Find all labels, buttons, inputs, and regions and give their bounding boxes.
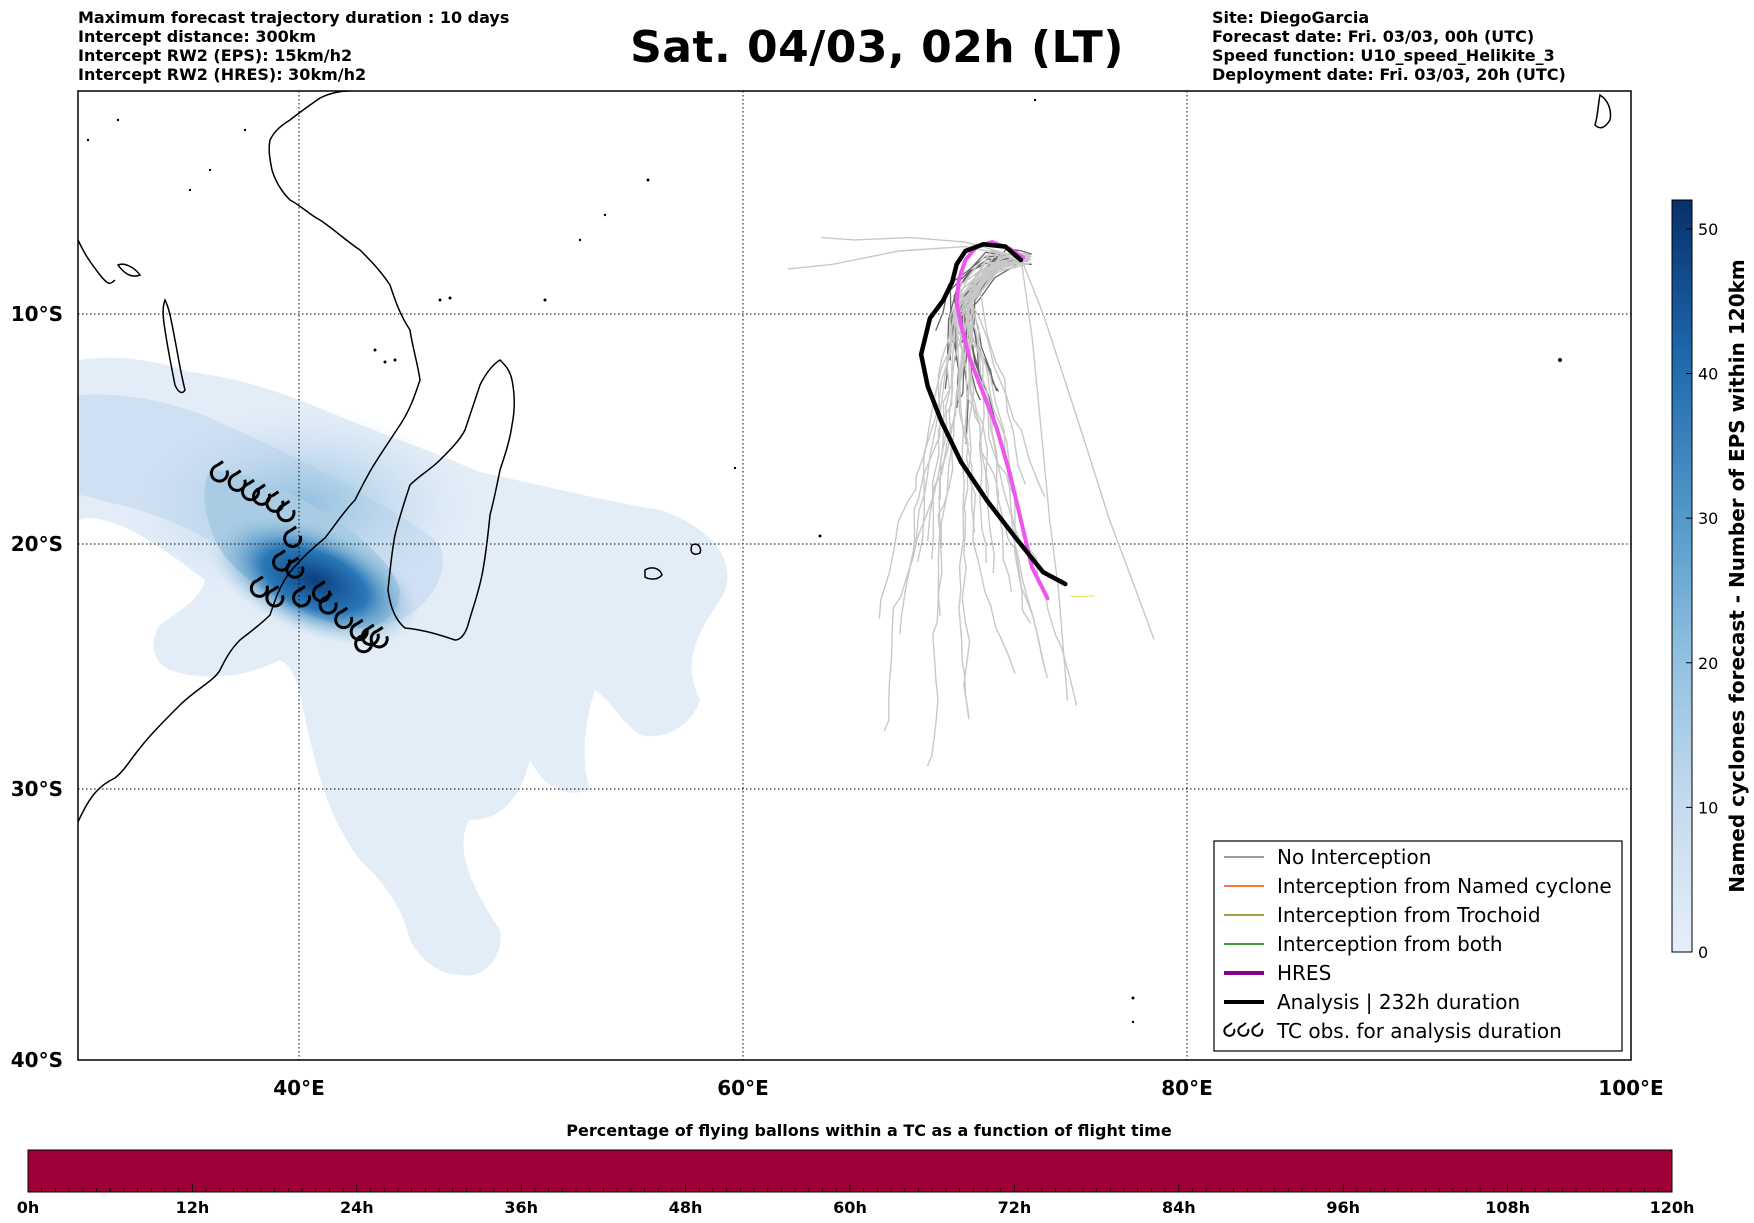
site-text: Site: DiegoGarcia xyxy=(1212,8,1370,27)
legend-item: TC obs. for analysis duration xyxy=(1223,1019,1562,1043)
ensemble-track xyxy=(973,257,1030,485)
legend-item: HRES xyxy=(1224,961,1331,985)
time-bar-tick-label: 120h xyxy=(1650,1198,1695,1217)
lon-tick-100: 100°E xyxy=(1598,1076,1663,1100)
flight-time-bar-title: Percentage of flying ballons within a TC… xyxy=(566,1121,1172,1140)
lon-tick-60: 60°E xyxy=(717,1076,769,1100)
map-area[interactable] xyxy=(78,91,1631,1060)
legend-item: No Interception xyxy=(1224,845,1431,869)
coastlines xyxy=(78,91,1612,823)
tc-obs-marker xyxy=(292,585,311,608)
tc-observation-markers xyxy=(209,460,389,654)
time-bar-tick-label: 36h xyxy=(504,1198,538,1217)
legend-label: HRES xyxy=(1277,961,1331,985)
lon-tick-labels: 40°E 60°E 80°E 100°E xyxy=(273,1076,1663,1100)
intercept-distance-text: Intercept distance: 300km xyxy=(78,27,317,46)
analysis-track xyxy=(918,242,1068,587)
eps-colorbar-ramp xyxy=(1671,199,1693,953)
colorbar-tick-label: 50 xyxy=(1698,220,1718,239)
lat-tick-labels: 10°S 20°S 30°S 40°S xyxy=(11,302,63,1072)
map-legend: No Interception Interception from Named c… xyxy=(1213,840,1623,1052)
ensemble-track xyxy=(787,245,1022,270)
ensemble-track xyxy=(1020,257,1155,640)
speed-function-text: Speed function: U10_speed_Helikite_3 xyxy=(1212,46,1555,65)
time-bar-tick-label: 12h xyxy=(176,1198,210,1217)
tc-obs-marker xyxy=(318,592,338,615)
header-metadata-right: Site: DiegoGarcia Forecast date: Fri. 03… xyxy=(1212,8,1566,84)
intercept-hres-text: Intercept RW2 (HRES): 30km/h2 xyxy=(78,65,367,84)
tc-obs-marker xyxy=(285,556,305,579)
tc-obs-marker xyxy=(265,585,285,608)
lon-tick-40: 40°E xyxy=(273,1076,325,1100)
max-duration-text: Maximum forecast trajectory duration : 1… xyxy=(78,8,510,27)
time-bar-tick-label: 48h xyxy=(669,1198,703,1217)
ensemble-track xyxy=(954,252,1027,720)
main-tracks xyxy=(918,239,1068,601)
eps-colorbar: 0 10 20 30 40 50 Named cyclones forecast - Nu… xyxy=(1671,199,1749,962)
header-metadata-left: Maximum forecast trajectory duration : 1… xyxy=(78,8,509,84)
ensemble-track xyxy=(821,236,1022,259)
colorbar-tick-label: 30 xyxy=(1698,509,1718,528)
flight-time-bar: Percentage of flying ballons within a TC… xyxy=(17,1121,1695,1217)
time-bar-tick-label: 60h xyxy=(833,1198,867,1217)
colorbar-tick-label: 40 xyxy=(1698,365,1718,384)
eps-colorbar-label: Named cyclones forecast - Number of EPS … xyxy=(1725,259,1749,893)
tc-obs-marker xyxy=(360,623,380,646)
ensemble-track xyxy=(883,259,1026,732)
map-frame xyxy=(77,90,1632,1061)
tc-obs-legend-icon xyxy=(1237,1022,1250,1037)
tc-obs-marker xyxy=(369,626,389,649)
colorbar-tick-label: 20 xyxy=(1698,654,1718,673)
legend-item: Interception from Named cyclone xyxy=(1224,874,1612,898)
tc-obs-marker xyxy=(249,575,269,598)
ensemble-track xyxy=(961,253,1031,717)
time-bar-tick-label: 96h xyxy=(1326,1198,1360,1217)
ensemble-track xyxy=(958,256,1020,533)
lat-tick-30s: 30°S xyxy=(11,777,63,801)
legend-label: Interception from both xyxy=(1277,932,1503,956)
tc-obs-marker xyxy=(283,525,303,549)
ensemble-track xyxy=(931,259,1029,560)
forecast-date-text: Forecast date: Fri. 03/03, 00h (UTC) xyxy=(1212,27,1535,46)
legend-item: Analysis | 232h duration xyxy=(1224,990,1520,1014)
ensemble-track xyxy=(962,259,1078,706)
time-bar-tick-label: 108h xyxy=(1485,1198,1530,1217)
lat-tick-10s: 10°S xyxy=(11,302,63,326)
tc-obs-marker xyxy=(241,478,260,502)
legend-item: Interception from both xyxy=(1224,932,1503,956)
intercept-eps-text: Intercept RW2 (EPS): 15km/h2 xyxy=(78,46,353,65)
time-bar-tick-label: 24h xyxy=(340,1198,374,1217)
time-bar-tick-label: 0h xyxy=(17,1198,40,1217)
ensemble-track xyxy=(1020,257,1069,701)
colorbar-tick-label: 0 xyxy=(1698,943,1708,962)
trochoid-remnant-track xyxy=(1069,595,1096,598)
ensemble-track xyxy=(878,249,1020,619)
tc-obs-legend-icon xyxy=(1223,1022,1236,1037)
small-islands xyxy=(86,98,1562,1024)
legend-label: No Interception xyxy=(1277,845,1431,869)
deployment-date-text: Deployment date: Fri. 03/03, 20h (UTC) xyxy=(1212,65,1566,84)
tc-obs-marker xyxy=(209,460,229,483)
tc-obs-marker xyxy=(276,499,296,523)
eps-density-field xyxy=(78,357,728,976)
legend-label: TC obs. for analysis duration xyxy=(1276,1019,1562,1043)
lat-tick-20s: 20°S xyxy=(11,532,63,556)
tc-obs-marker xyxy=(334,606,354,630)
tc-obs-marker xyxy=(354,630,374,654)
lon-tick-80: 80°E xyxy=(1161,1076,1213,1100)
legend-label: Analysis | 232h duration xyxy=(1277,990,1520,1014)
lat-tick-40s: 40°S xyxy=(11,1048,63,1072)
legend-label: Interception from Named cyclone xyxy=(1277,874,1612,898)
time-bar-tick-label: 84h xyxy=(1162,1198,1196,1217)
legend-box xyxy=(1213,840,1623,1052)
colorbar-tick-label: 10 xyxy=(1698,798,1718,817)
legend-item: Interception from Trochoid xyxy=(1224,903,1541,927)
tc-obs-legend-icon xyxy=(1251,1022,1264,1037)
time-bar-tick-label: 72h xyxy=(998,1198,1032,1217)
legend-label: Interception from Trochoid xyxy=(1277,903,1541,927)
ensemble-track xyxy=(971,255,1046,667)
map-title: Sat. 04/03, 02h (LT) xyxy=(630,22,1124,73)
ensemble-track xyxy=(927,253,1031,542)
